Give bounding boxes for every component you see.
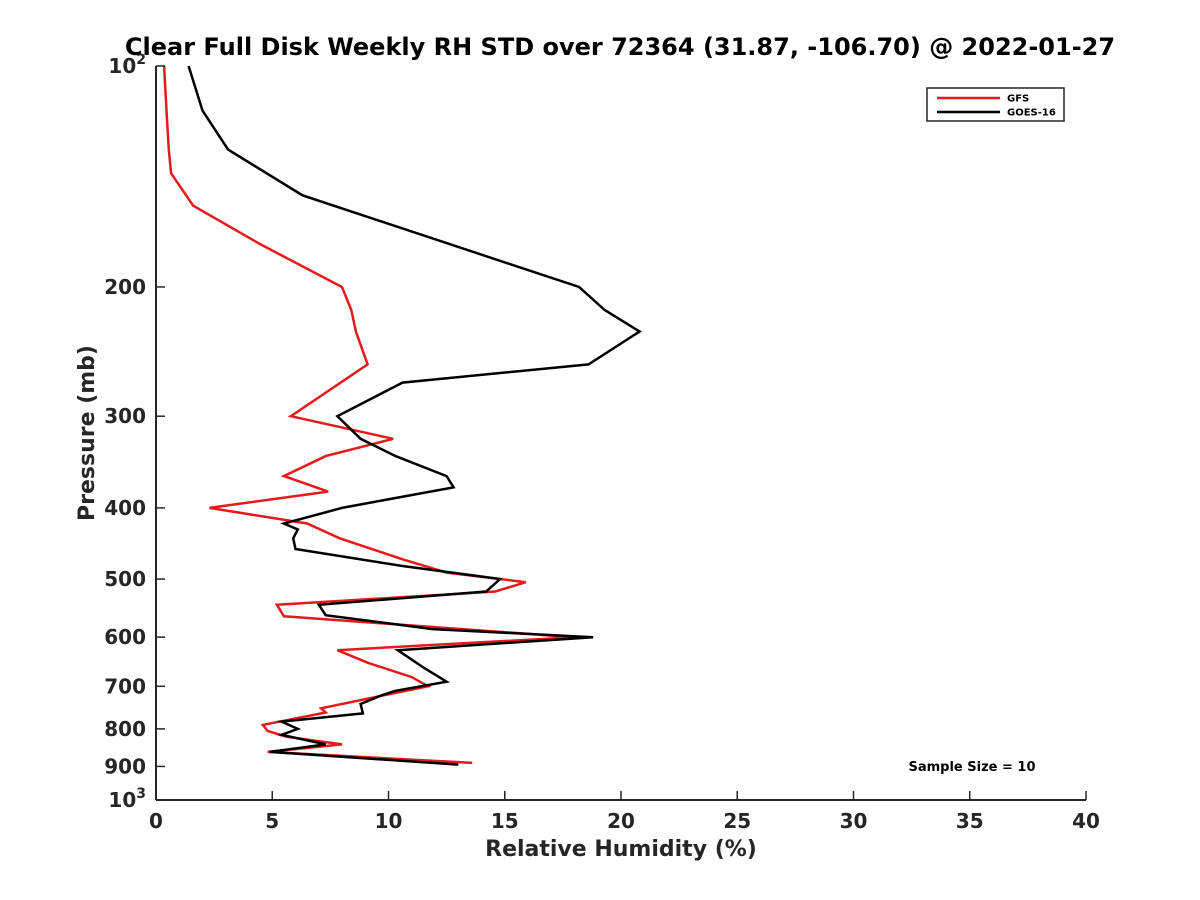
y-tick-label: 400 [104, 496, 146, 520]
x-axis-label: Relative Humidity (%) [485, 837, 757, 862]
plot-area: 0 5 10 15 20 25 30 35 40 102 200 300 400 500 600 700 80… [104, 52, 1100, 833]
x-ticks: 0 5 10 15 20 25 30 35 40 [149, 791, 1100, 833]
y-tick-label: 200 [104, 275, 146, 299]
y-tick-label: 800 [104, 717, 146, 741]
x-tick-label: 25 [723, 809, 751, 833]
y-tick-label: 102 [108, 52, 146, 78]
legend-label: GOES-16 [1007, 108, 1056, 119]
x-tick-label: 35 [956, 809, 984, 833]
x-tick-label: 40 [1072, 809, 1100, 833]
y-tick-label: 900 [104, 754, 146, 778]
sample-size-annotation: Sample Size = 10 [908, 760, 1035, 775]
legend-box [926, 87, 1065, 122]
x-tick-label: 20 [607, 809, 635, 833]
y-axis-label: Pressure (mb) [75, 345, 100, 521]
y-tick-label: 600 [104, 625, 146, 649]
series-layer [162, 65, 642, 766]
legend-label: GFS [1007, 94, 1029, 105]
y-tick-label: 500 [104, 567, 146, 591]
y-tick-label: 300 [104, 404, 146, 428]
y-tick-label: 700 [104, 674, 146, 698]
x-tick-label: 15 [491, 809, 519, 833]
x-tick-label: 10 [375, 809, 403, 833]
chart-title: Clear Full Disk Weekly RH STD over 72364… [125, 33, 1115, 61]
y-ticks: 102 200 300 400 500 600 700 800 900 103 [104, 52, 165, 812]
x-tick-label: 5 [265, 809, 279, 833]
x-tick-label: 30 [840, 809, 868, 833]
x-tick-label: 0 [149, 809, 163, 833]
legend-entries: GFS GOES-16 [937, 94, 1056, 119]
y-tick-label: 103 [108, 786, 146, 812]
legend: GFS GOES-16 [926, 87, 1065, 122]
series-line-gfs [162, 65, 575, 765]
series-line-goes-16 [187, 65, 642, 766]
